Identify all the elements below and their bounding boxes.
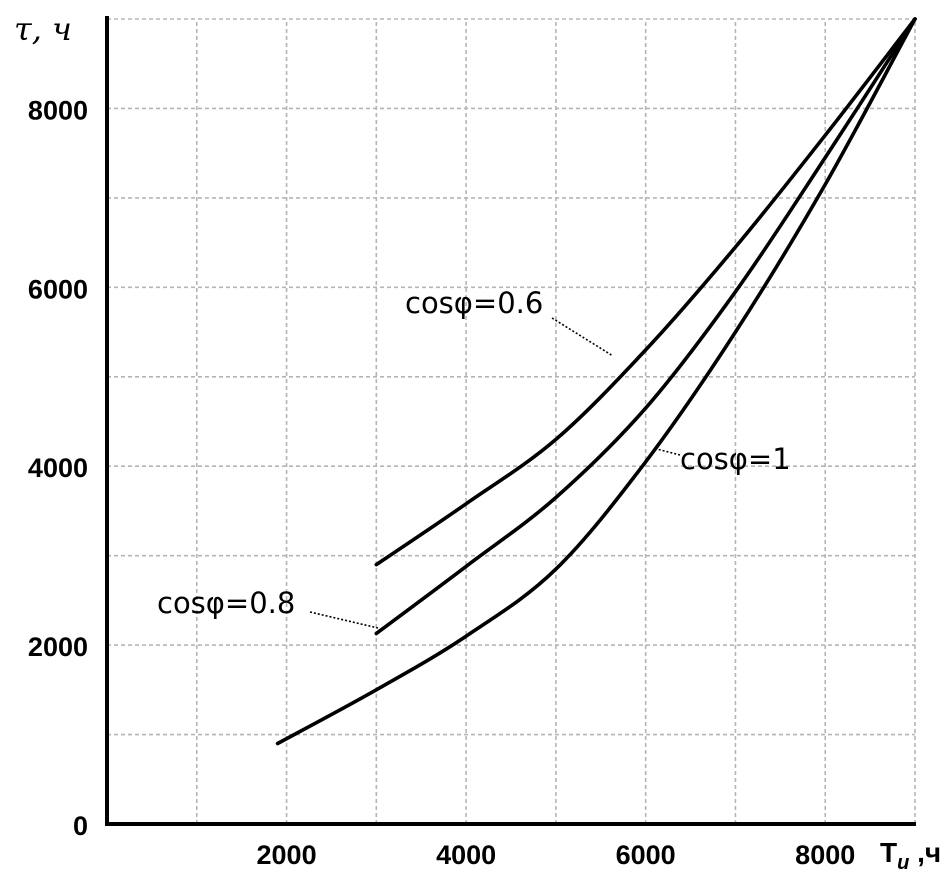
annotation-label: cosφ=1 (680, 442, 791, 476)
curves (275, 17, 917, 746)
x-axis-label-unit: ,ч (909, 837, 941, 868)
series-line-cos-0-6 (374, 17, 917, 567)
annotations: cosφ=0.6 cosφ=0.8 cosφ=1 (157, 286, 791, 620)
grid (107, 18, 916, 824)
annotation-leader-line (652, 447, 681, 456)
x-axis-label-subscript: и (897, 852, 909, 874)
y-axis-label: τ, ч (14, 10, 72, 48)
x-tick-label: 6000 (616, 840, 676, 870)
y-tick-label: 2000 (28, 632, 88, 662)
x-axis-label: Tи ,ч (880, 837, 941, 874)
annotation-leaders (309, 317, 681, 629)
y-tick-label: 4000 (28, 453, 88, 483)
annotation-leader-line (551, 317, 614, 357)
axes (105, 16, 916, 826)
y-tick-label: 0 (73, 811, 88, 841)
x-tick-label: 4000 (436, 840, 496, 870)
y-tick-label: 6000 (28, 274, 88, 304)
tick-labels: 2000 4000 6000 8000 0 2000 4000 6000 8000 (28, 95, 855, 870)
y-tick-label: 8000 (28, 95, 88, 125)
x-axis-label-main: T (880, 837, 897, 868)
annotation-label: cosφ=0.8 (157, 586, 295, 620)
x-tick-label: 2000 (257, 840, 317, 870)
annotation-label: cosφ=0.6 (405, 286, 543, 320)
x-tick-label: 8000 (795, 840, 855, 870)
series-line-cos-1 (275, 17, 917, 746)
annotation-leader-line (309, 611, 379, 629)
series-line-cos-0-8 (374, 17, 917, 636)
